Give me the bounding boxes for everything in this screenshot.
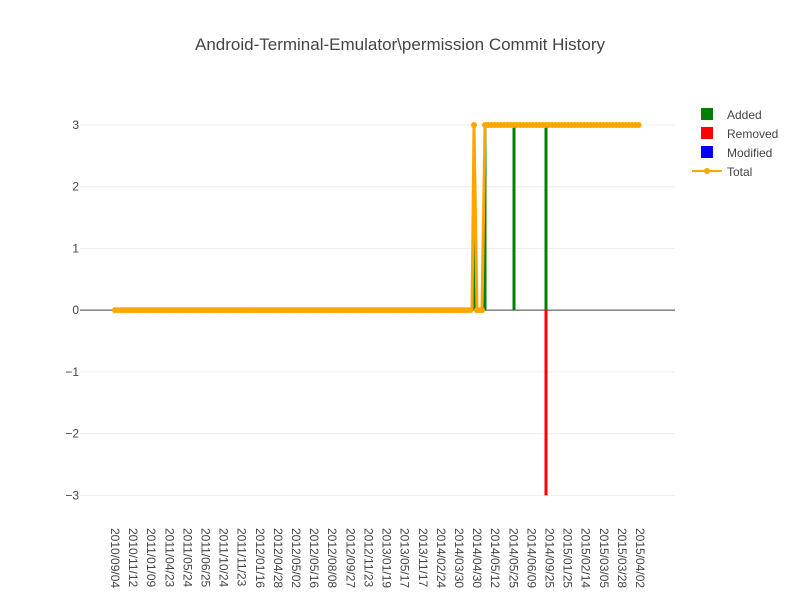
bar-removed: [544, 310, 548, 496]
x-tick-label: 2011/10/24: [217, 528, 231, 587]
y-tick-label: 1: [72, 241, 79, 255]
total-marker: [471, 122, 477, 129]
x-tick-label: 2014/05/12: [488, 528, 502, 588]
bar-added: [512, 125, 516, 311]
x-tick-label: 2015/02/14: [579, 528, 593, 588]
x-tick-label: 2011/05/24: [180, 528, 194, 587]
y-tick-label: 0: [72, 303, 79, 317]
legend-swatch-modified[interactable]: [701, 146, 713, 158]
y-tick-label: −2: [65, 427, 79, 441]
x-tick-label: 2010/09/04: [108, 528, 122, 588]
legend-swatch-removed[interactable]: [701, 127, 713, 139]
total-marker: [479, 307, 485, 314]
x-tick-label: 2012/11/23: [361, 528, 375, 587]
x-tick-label: 2012/04/28: [271, 528, 285, 588]
legend-marker-total: [704, 168, 710, 174]
y-axis: 3 2 1 0 −1 −2 −3: [65, 118, 79, 502]
y-tick-label: 2: [72, 180, 79, 194]
x-tick-label: 2014/02/24: [434, 528, 448, 588]
x-tick-label: 2012/05/02: [289, 528, 303, 588]
bar-added: [544, 125, 548, 311]
total-line: [112, 122, 642, 314]
x-tick-label: 2012/08/08: [325, 528, 339, 588]
x-tick-label: 2015/03/28: [615, 528, 629, 588]
x-tick-label: 2012/09/27: [343, 528, 357, 588]
x-tick-label: 2011/04/23: [162, 528, 176, 587]
x-tick-label: 2014/03/30: [452, 528, 466, 588]
x-tick-label: 2012/01/16: [253, 528, 267, 588]
x-tick-label: 2014/06/09: [524, 528, 538, 588]
x-tick-label: 2013/11/17: [416, 528, 430, 587]
y-tick-label: 3: [72, 118, 79, 132]
x-tick-label: 2014/04/30: [470, 528, 484, 588]
legend-swatch-added[interactable]: [701, 108, 713, 120]
legend: Added Removed Modified Total: [692, 108, 778, 179]
x-tick-label: 2010/11/12: [126, 528, 140, 587]
x-tick-label: 2011/01/09: [144, 528, 158, 587]
x-tick-label: 2015/04/02: [633, 528, 647, 588]
x-axis: 2010/09/04 2010/11/12 2011/01/09 2011/04/23…: [108, 528, 647, 588]
x-tick-label: 2013/05/17: [398, 528, 412, 588]
x-tick-label: 2011/11/23: [235, 528, 249, 587]
y-tick-label: −1: [65, 365, 79, 379]
legend-label-modified: Modified: [727, 146, 772, 160]
x-tick-label: 2014/05/25: [506, 528, 520, 588]
total-marker: [635, 122, 642, 129]
x-tick-label: 2012/05/16: [307, 528, 321, 588]
total-marker: [467, 307, 474, 314]
chart-title: Android-Terminal-Emulator\permission Com…: [195, 35, 605, 54]
x-tick-label: 2015/01/25: [561, 528, 575, 588]
legend-label-added: Added: [727, 108, 762, 122]
legend-label-removed: Removed: [727, 127, 778, 141]
legend-label-total: Total: [727, 165, 752, 179]
x-tick-label: 2011/06/25: [199, 528, 213, 587]
total-line-path: [115, 123, 640, 312]
x-tick-label: 2014/09/25: [542, 528, 556, 588]
y-tick-label: −3: [65, 488, 79, 502]
x-tick-label: 2013/01/19: [380, 528, 394, 588]
x-tick-label: 2015/03/05: [597, 528, 611, 588]
